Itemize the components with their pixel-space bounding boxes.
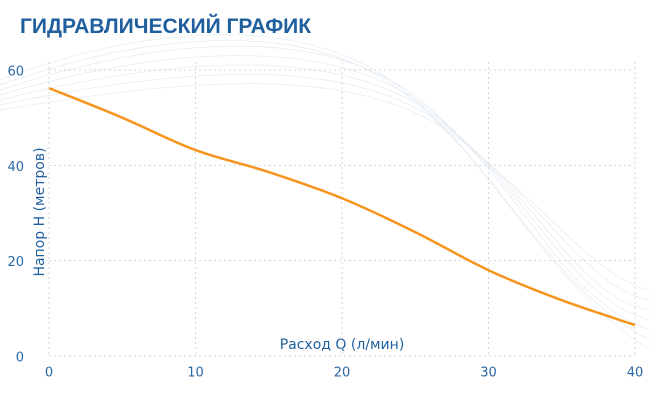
background-waves bbox=[0, 34, 650, 351]
line bbox=[48, 86, 636, 327]
x-axis-label: Расход Q (л/мин) bbox=[280, 337, 405, 353]
x-tick-label: 0 bbox=[45, 366, 53, 381]
x-tick-label: 10 bbox=[187, 366, 204, 381]
x-tick-label: 40 bbox=[627, 366, 644, 381]
chart-title: ГИДРАВЛИЧЕСКИЙ ГРАФИК bbox=[20, 14, 311, 38]
y-tick-label: 40 bbox=[7, 160, 24, 175]
x-tick-label: 20 bbox=[334, 366, 351, 381]
y-tick-label: 20 bbox=[7, 255, 24, 270]
x-tick-label: 30 bbox=[480, 366, 497, 381]
y-axis-label: Напор H (метров) bbox=[32, 147, 48, 276]
y-tick-label: 60 bbox=[7, 65, 24, 80]
y-tick-label: 0 bbox=[16, 351, 24, 366]
